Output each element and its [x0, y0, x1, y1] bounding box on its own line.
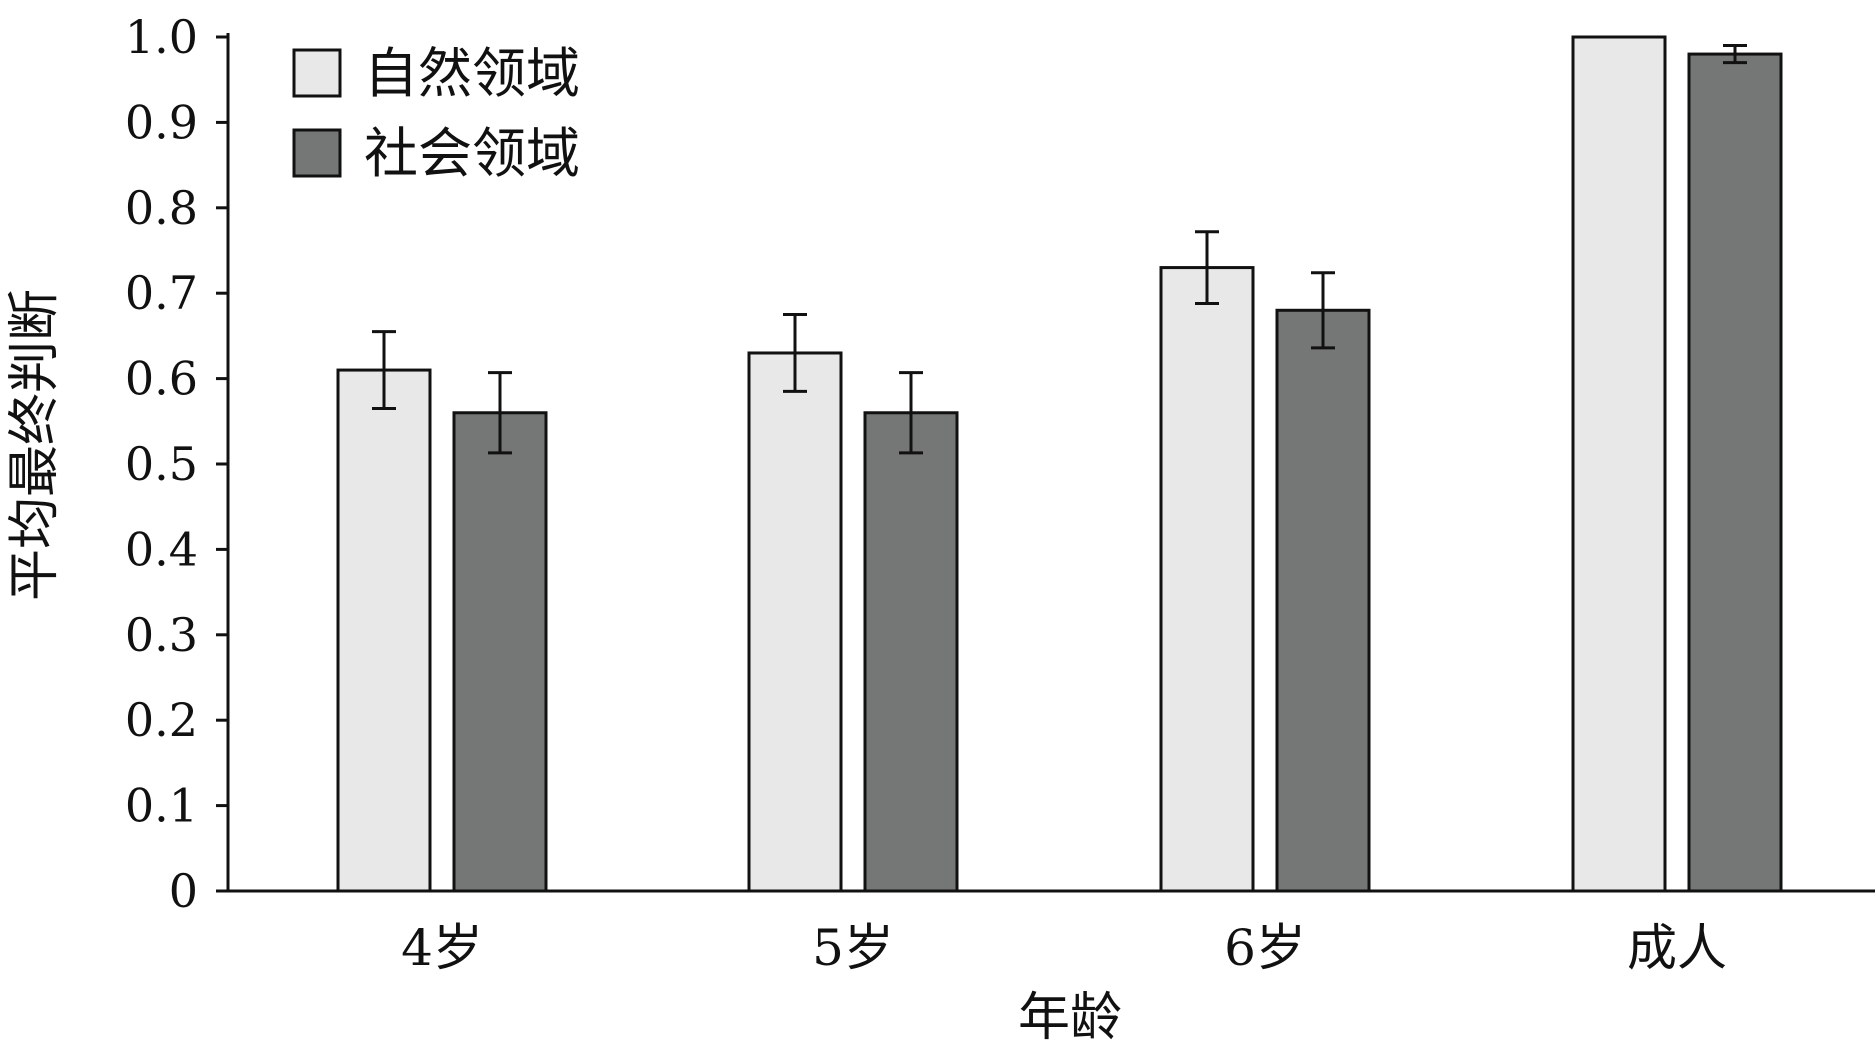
y-tick-label: 0.3 [125, 608, 198, 662]
y-tick-label: 0.1 [125, 779, 198, 833]
y-tick-label: 0.6 [125, 352, 198, 406]
bars [336, 35, 1783, 893]
y-axis-title-group: 平均最终判断 [5, 289, 65, 601]
y-tick-label: 0.5 [125, 437, 198, 491]
bar [747, 351, 843, 893]
error-bars [372, 44, 1747, 455]
x-category-label: 4岁 [401, 919, 483, 977]
y-tick-label: 1.0 [125, 10, 198, 64]
legend-swatch [292, 48, 342, 98]
x-category-label: 6岁 [1224, 919, 1306, 977]
y-tick-label: 0.8 [125, 181, 198, 235]
bar [1571, 35, 1667, 893]
bar [1275, 308, 1371, 893]
x-category-label: 5岁 [812, 919, 894, 977]
axes [226, 33, 1875, 893]
bar [863, 411, 959, 893]
y-tick-label: 0.9 [125, 95, 198, 149]
x-category-label: 成人 [1627, 919, 1727, 977]
y-ticks: 0 0.1 0.2 0.3 0.4 0.5 0.6 0.7 0.8 0.9 1.0 [125, 10, 228, 918]
y-tick-label: 0.4 [125, 522, 198, 576]
category-labels: 4岁 5岁 6岁 成人 [401, 919, 1727, 977]
legend-swatch [292, 128, 342, 178]
y-tick-label: 0 [169, 864, 198, 918]
x-axis-title: 年龄 [1018, 988, 1122, 1048]
bar [452, 411, 548, 893]
legend-label: 自然领域 [364, 42, 580, 105]
legend-label: 社会领域 [364, 122, 580, 185]
bar [1687, 52, 1783, 893]
bar [336, 368, 432, 893]
y-tick-label: 0.2 [125, 693, 198, 747]
bar [1159, 266, 1255, 893]
y-axis-title: 平均最终判断 [5, 289, 65, 601]
y-tick-label: 0.7 [125, 266, 198, 320]
